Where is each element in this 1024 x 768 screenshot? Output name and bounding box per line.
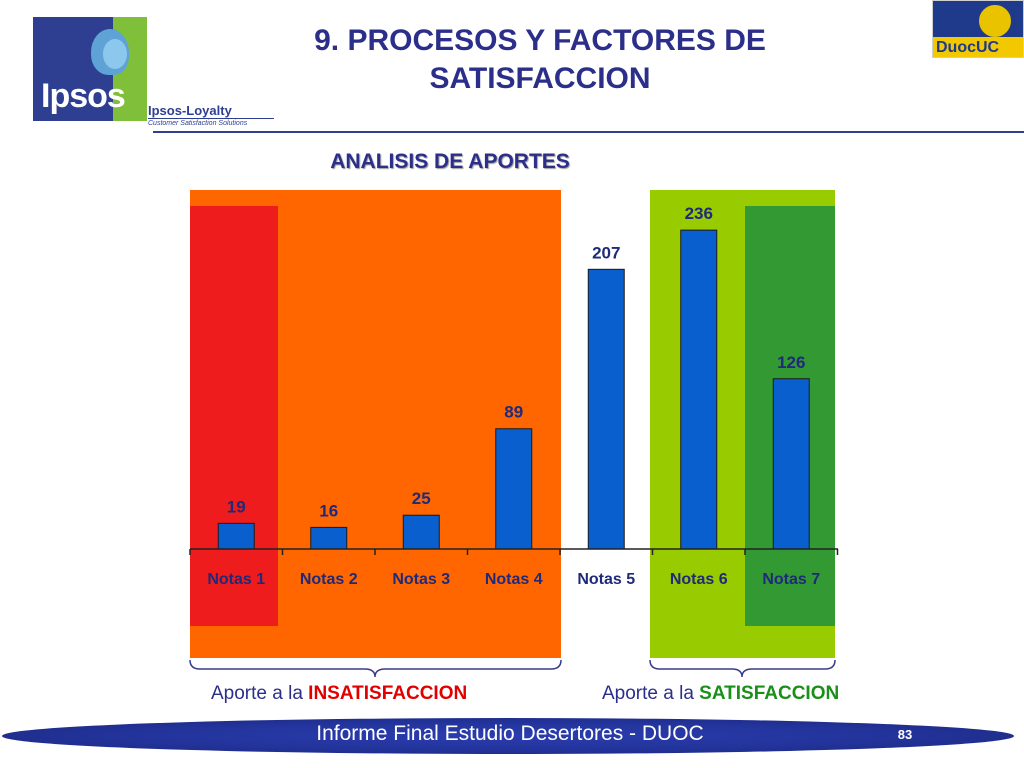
ipsos-logo-face-icon xyxy=(103,39,127,69)
ipsos-loyalty-subtext: Customer Satisfaction Solutions xyxy=(148,118,274,127)
duoc-logo: DuocUC xyxy=(932,0,1024,58)
bar-4 xyxy=(495,428,533,550)
bar-value-label-1: 19 xyxy=(227,497,246,516)
satisfaccion-prefix: Aporte a la xyxy=(602,683,700,704)
duoc-logo-band xyxy=(933,37,1023,57)
insatisfaccion-label: Aporte a la INSATISFACCION xyxy=(211,683,467,705)
footer-text: Informe Final Estudio Desertores - DUOC xyxy=(316,722,704,745)
duoc-crest-icon xyxy=(977,3,1013,39)
x-tick-label-4: Notas 4 xyxy=(485,571,543,588)
page-title: 9. PROCESOS Y FACTORES DE SATISFACCION xyxy=(240,22,840,98)
bar-7 xyxy=(772,378,810,550)
insatisfaccion-prefix: Aporte a la xyxy=(211,683,309,704)
bar-1 xyxy=(217,522,255,550)
bar-value-label-2: 16 xyxy=(319,501,338,520)
ipsos-logo: Ipsos xyxy=(33,17,147,121)
bar-2 xyxy=(310,526,348,550)
insatisfaccion-keyword: INSATISFACCION xyxy=(308,683,468,704)
bar-value-label-5: 207 xyxy=(592,243,620,262)
x-tick-label-6: Notas 6 xyxy=(670,571,728,588)
x-tick-label-3: Notas 3 xyxy=(392,571,450,588)
bar-value-label-7: 126 xyxy=(777,353,805,372)
bar-value-label-4: 89 xyxy=(504,403,523,422)
satisfaccion-keyword: SATISFACCION xyxy=(699,683,840,704)
x-tick-label-2: Notas 2 xyxy=(300,571,358,588)
x-tick-label-1: Notas 1 xyxy=(207,571,265,588)
page-title-line1: 9. PROCESOS Y FACTORES DE xyxy=(314,24,766,57)
bar-value-label-6: 236 xyxy=(685,204,713,223)
ipsos-loyalty-text: Ipsos-Loyalty xyxy=(148,103,232,118)
insatisfaccion-brace xyxy=(189,659,562,678)
duoc-logo-text: DuocUC xyxy=(936,39,1000,56)
footer-band xyxy=(2,718,1014,754)
chart-title: ANALISIS DE APORTES xyxy=(330,150,570,173)
ipsos-logo-text: Ipsos xyxy=(41,77,126,115)
satisfaccion-brace xyxy=(649,659,836,678)
satisfaccion-label: Aporte a la SATISFACCION xyxy=(602,683,839,705)
bar-5 xyxy=(587,268,625,550)
page-number: 83 xyxy=(897,727,913,742)
page-title-line2: SATISFACCION xyxy=(429,62,651,95)
bar-6 xyxy=(680,229,718,550)
x-tick-label-7: Notas 7 xyxy=(762,571,820,588)
header-divider xyxy=(153,131,1024,133)
bar-3 xyxy=(402,514,440,550)
bar-value-label-3: 25 xyxy=(412,489,431,508)
x-tick-label-5: Notas 5 xyxy=(577,571,635,588)
nota1-region xyxy=(190,206,278,626)
